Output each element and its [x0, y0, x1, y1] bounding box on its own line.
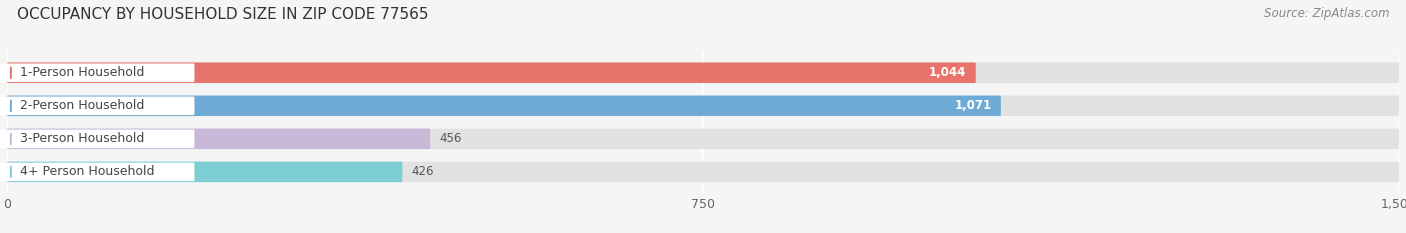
Text: 426: 426 — [412, 165, 434, 178]
FancyBboxPatch shape — [0, 63, 194, 82]
FancyBboxPatch shape — [7, 162, 1399, 182]
Text: 456: 456 — [440, 132, 461, 145]
FancyBboxPatch shape — [7, 162, 402, 182]
FancyBboxPatch shape — [0, 130, 194, 148]
Text: OCCUPANCY BY HOUSEHOLD SIZE IN ZIP CODE 77565: OCCUPANCY BY HOUSEHOLD SIZE IN ZIP CODE … — [17, 7, 429, 22]
FancyBboxPatch shape — [7, 62, 1399, 83]
FancyBboxPatch shape — [0, 96, 194, 115]
Text: 1,044: 1,044 — [929, 66, 966, 79]
FancyBboxPatch shape — [7, 129, 1399, 149]
Text: 1-Person Household: 1-Person Household — [20, 66, 145, 79]
FancyBboxPatch shape — [7, 96, 1399, 116]
FancyBboxPatch shape — [0, 163, 194, 181]
FancyBboxPatch shape — [7, 62, 976, 83]
Text: 3-Person Household: 3-Person Household — [20, 132, 145, 145]
FancyBboxPatch shape — [7, 129, 430, 149]
Text: Source: ZipAtlas.com: Source: ZipAtlas.com — [1264, 7, 1389, 20]
Text: 4+ Person Household: 4+ Person Household — [20, 165, 155, 178]
FancyBboxPatch shape — [7, 96, 1001, 116]
Text: 1,071: 1,071 — [955, 99, 991, 112]
Text: 2-Person Household: 2-Person Household — [20, 99, 145, 112]
